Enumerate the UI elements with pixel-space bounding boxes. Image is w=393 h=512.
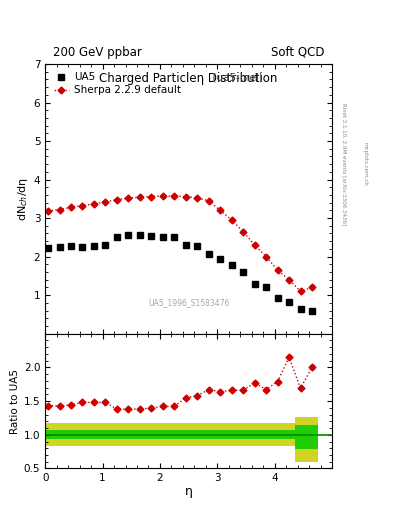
Sherpa 2.2.9 default [57, 206, 62, 212]
Sherpa 2.2.9 default [172, 193, 177, 199]
Sherpa 2.2.9 default [218, 207, 222, 214]
UA5 [184, 242, 188, 248]
Sherpa 2.2.9 default [69, 204, 73, 210]
Text: Soft QCD: Soft QCD [271, 46, 324, 59]
UA5 [80, 244, 85, 250]
UA5 [46, 245, 50, 251]
Sherpa 2.2.9 default [184, 194, 188, 200]
Sherpa 2.2.9 default [264, 253, 268, 260]
UA5 [160, 233, 165, 240]
X-axis label: η: η [185, 485, 193, 498]
UA5 [264, 284, 268, 290]
Text: 200 GeV ppbar: 200 GeV ppbar [53, 46, 142, 59]
Y-axis label: Ratio to UA5: Ratio to UA5 [9, 369, 20, 434]
UA5 [310, 308, 314, 314]
UA5 [195, 243, 200, 249]
Sherpa 2.2.9 default [80, 203, 85, 209]
UA5 [115, 233, 119, 240]
Sherpa 2.2.9 default [241, 228, 246, 234]
Legend: UA5, Sherpa 2.2.9 default: UA5, Sherpa 2.2.9 default [50, 68, 185, 100]
Sherpa 2.2.9 default [46, 208, 50, 214]
Sherpa 2.2.9 default [149, 194, 154, 200]
Sherpa 2.2.9 default [92, 201, 96, 207]
Sherpa 2.2.9 default [115, 197, 119, 203]
Text: Charged Particleη Distribution: Charged Particleη Distribution [99, 72, 278, 85]
Y-axis label: dN$_{ch}$/dη: dN$_{ch}$/dη [16, 177, 29, 221]
UA5 [92, 243, 96, 249]
Line: UA5: UA5 [45, 232, 315, 314]
Sherpa 2.2.9 default [126, 195, 131, 201]
Sherpa 2.2.9 default [206, 198, 211, 204]
Sherpa 2.2.9 default [195, 195, 200, 201]
UA5 [126, 232, 131, 239]
UA5 [275, 295, 280, 301]
Sherpa 2.2.9 default [275, 267, 280, 273]
Text: Rivet 3.1.10, 2.9M events [arXiv:1306.3436]: Rivet 3.1.10, 2.9M events [arXiv:1306.34… [342, 103, 346, 225]
UA5 [149, 233, 154, 239]
Sherpa 2.2.9 default [230, 217, 234, 223]
Sherpa 2.2.9 default [310, 284, 314, 290]
Line: Sherpa 2.2.9 default: Sherpa 2.2.9 default [46, 194, 314, 294]
UA5 [103, 242, 108, 248]
UA5 [206, 251, 211, 257]
UA5 [69, 243, 73, 249]
Text: mcplots.cern.ch: mcplots.cern.ch [363, 142, 368, 186]
Sherpa 2.2.9 default [138, 194, 142, 200]
Sherpa 2.2.9 default [287, 276, 292, 283]
Sherpa 2.2.9 default [160, 193, 165, 199]
UA5 [230, 262, 234, 268]
Text: (ua5-inel): (ua5-inel) [115, 72, 263, 82]
UA5 [172, 234, 177, 241]
UA5 [252, 281, 257, 287]
UA5 [287, 299, 292, 305]
UA5 [218, 255, 222, 262]
UA5 [57, 244, 62, 250]
UA5 [298, 306, 303, 312]
Sherpa 2.2.9 default [103, 199, 108, 205]
Sherpa 2.2.9 default [298, 288, 303, 294]
Sherpa 2.2.9 default [252, 242, 257, 248]
UA5 [138, 232, 142, 239]
UA5 [241, 269, 246, 275]
Text: UA5_1996_S1583476: UA5_1996_S1583476 [148, 297, 230, 307]
